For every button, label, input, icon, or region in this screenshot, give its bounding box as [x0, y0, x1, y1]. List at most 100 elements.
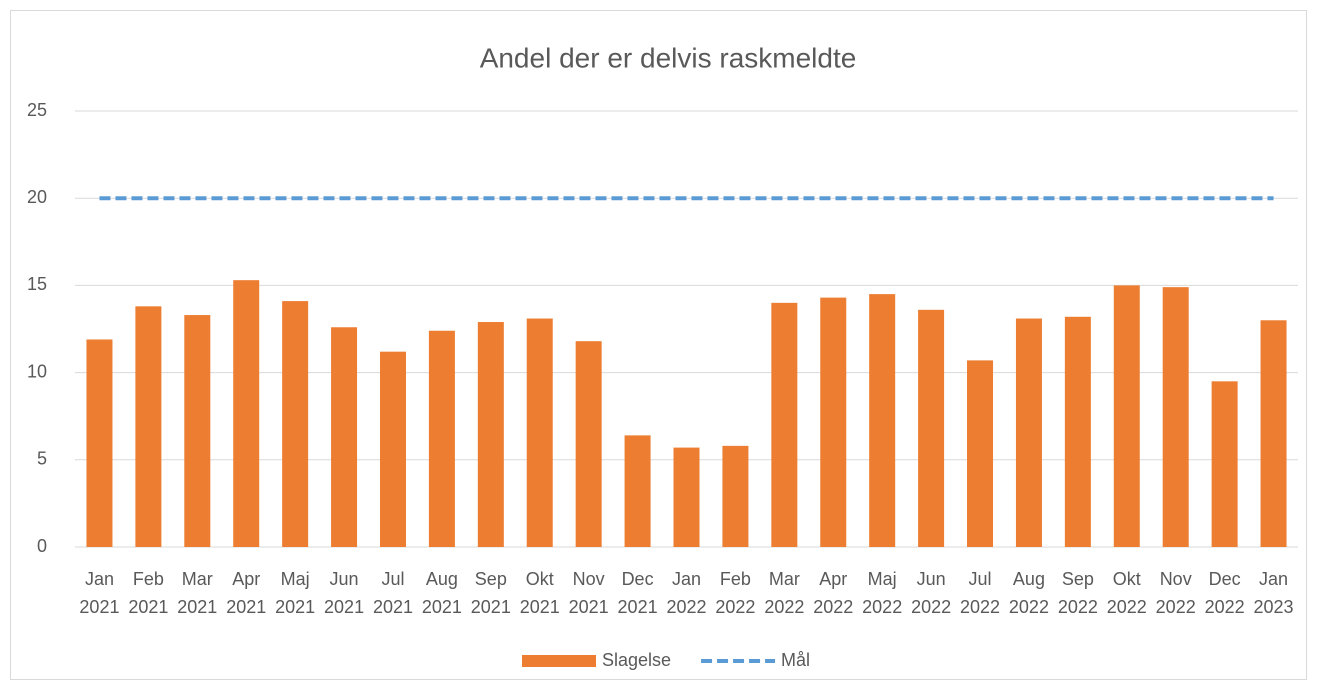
x-tick-label: Jan 2022	[666, 569, 706, 617]
x-tick-label-line: 2022	[862, 597, 902, 617]
legend-label: Mål	[781, 650, 810, 670]
x-tick-label-line: Nov	[1160, 569, 1192, 589]
bar	[526, 318, 553, 547]
x-tick-label-line: Jan	[1259, 569, 1288, 589]
x-tick-label-line: Okt	[526, 569, 554, 589]
x-tick-label-line: Dec	[1209, 569, 1241, 589]
x-tick-label-line: 2022	[715, 597, 755, 617]
bar	[1064, 316, 1091, 547]
x-tick-label: Nov 2021	[569, 569, 609, 617]
bar	[771, 302, 798, 547]
x-tick-label-line: Dec	[622, 569, 654, 589]
x-tick-label-line: 2021	[569, 597, 609, 617]
x-tick-label-line: 2023	[1254, 597, 1294, 617]
x-tick-label: Jul 2021	[373, 569, 413, 617]
y-tick-label: 15	[27, 274, 47, 294]
bar	[673, 447, 700, 547]
bar	[722, 445, 749, 547]
x-tick-label-line: 2021	[128, 597, 168, 617]
x-tick-label: Okt 2021	[520, 569, 560, 617]
x-tick-label-line: Jul	[381, 569, 404, 589]
bar	[967, 360, 994, 547]
x-tick-label-line: 2022	[1107, 597, 1147, 617]
x-tick-label-line: Nov	[573, 569, 605, 589]
bar	[184, 315, 211, 547]
bar	[575, 341, 602, 547]
x-tick-label-line: Jun	[330, 569, 359, 589]
bar	[1015, 318, 1042, 547]
legend-swatch	[522, 655, 596, 667]
x-tick-label-line: 2022	[1156, 597, 1196, 617]
x-tick-label: Sep 2021	[471, 569, 511, 617]
x-tick-label: Maj 2021	[275, 569, 315, 617]
x-tick-label-line: Feb	[133, 569, 164, 589]
bar	[1260, 320, 1287, 547]
x-tick-label-line: 2022	[1009, 597, 1049, 617]
bar	[1113, 285, 1140, 547]
x-tick-label-line: 2021	[226, 597, 266, 617]
x-tick-label-line: Jul	[969, 569, 992, 589]
chart-title: Andel der er delvis raskmeldte	[480, 42, 857, 73]
bar	[918, 309, 945, 547]
x-tick-label-line: 2022	[813, 597, 853, 617]
y-tick-label: 5	[37, 449, 47, 469]
x-tick-label-line: Jun	[917, 569, 946, 589]
x-tick-label-line: Sep	[475, 569, 507, 589]
x-tick-label-line: Jan	[672, 569, 701, 589]
bar	[1211, 381, 1238, 547]
bar	[428, 330, 455, 547]
bar	[379, 351, 406, 547]
x-tick-label-line: Maj	[868, 569, 897, 589]
y-tick-label: 25	[27, 100, 47, 120]
x-tick-label: Apr 2021	[226, 569, 266, 617]
x-tick-label-line: Aug	[1013, 569, 1045, 589]
x-tick-label-line: 2021	[324, 597, 364, 617]
x-tick-label-line: 2022	[960, 597, 1000, 617]
x-tick-label: Aug 2022	[1009, 569, 1049, 617]
x-tick-label: Jul 2022	[960, 569, 1000, 617]
x-tick-label-line: Sep	[1062, 569, 1094, 589]
x-tick-label: Feb 2022	[715, 569, 755, 617]
x-tick-label-line: 2021	[471, 597, 511, 617]
x-tick-label-line: Apr	[819, 569, 847, 589]
y-tick-label: 20	[27, 187, 47, 207]
bar	[477, 322, 504, 547]
x-tick-label-line: Aug	[426, 569, 458, 589]
x-tick-label-line: Feb	[720, 569, 751, 589]
x-tick-label: Mar 2022	[764, 569, 804, 617]
x-tick-label-line: Mar	[769, 569, 800, 589]
x-tick-label-line: 2022	[764, 597, 804, 617]
x-tick-label-line: 2021	[520, 597, 560, 617]
x-tick-label-line: 2021	[177, 597, 217, 617]
bar	[86, 339, 113, 547]
x-tick-label: Jun 2021	[324, 569, 364, 617]
x-tick-label-line: 2021	[79, 597, 119, 617]
x-tick-label: Feb 2021	[128, 569, 168, 617]
bar	[624, 435, 651, 547]
x-tick-label-line: 2022	[1058, 597, 1098, 617]
bar	[282, 301, 309, 547]
bar	[869, 294, 896, 547]
x-tick-label-line: Apr	[232, 569, 260, 589]
legend-label: Slagelse	[602, 650, 671, 670]
x-tick-label: Dec 2022	[1205, 569, 1245, 617]
bar	[233, 280, 260, 547]
x-tick-label-line: Mar	[182, 569, 213, 589]
x-tick-label-line: 2022	[666, 597, 706, 617]
x-tick-label: Apr 2022	[813, 569, 853, 617]
bar	[820, 297, 847, 547]
x-tick-label-line: Jan	[85, 569, 114, 589]
x-tick-label-line: 2021	[618, 597, 658, 617]
x-tick-label-line: 2022	[911, 597, 951, 617]
x-tick-label-line: Okt	[1113, 569, 1141, 589]
y-tick-label: 0	[37, 536, 47, 556]
x-tick-label: Okt 2022	[1107, 569, 1147, 617]
x-tick-label-line: 2021	[422, 597, 462, 617]
x-tick-label: Aug 2021	[422, 569, 462, 617]
bar	[135, 306, 162, 547]
bar	[1162, 287, 1189, 547]
x-tick-label: Dec 2021	[618, 569, 658, 617]
y-tick-label: 10	[27, 361, 47, 381]
x-tick-label-line: Maj	[281, 569, 310, 589]
